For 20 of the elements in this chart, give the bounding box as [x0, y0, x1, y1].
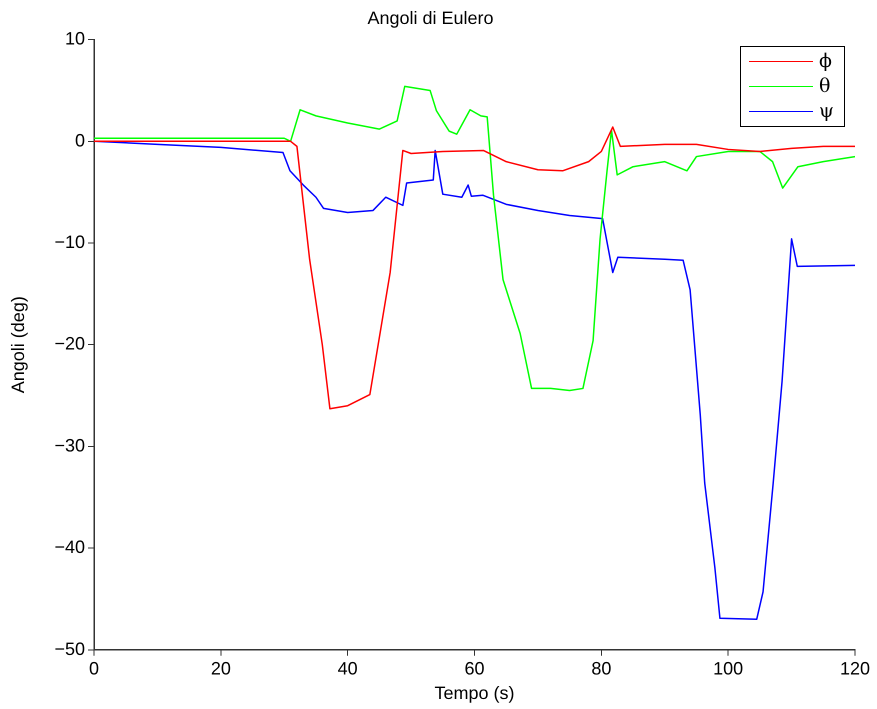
y-tick-label: −40 — [54, 537, 85, 558]
x-tick-label: 40 — [338, 658, 358, 679]
legend-label: θ — [819, 75, 830, 98]
y-tick-label: 10 — [64, 28, 85, 49]
chart-title: Angoli di Eulero — [367, 8, 494, 28]
x-tick-label: 120 — [840, 658, 870, 679]
x-tick-label: 20 — [210, 658, 231, 679]
x-axis-title: Tempo (s) — [434, 683, 515, 704]
y-tick-label: −10 — [54, 232, 85, 252]
x-tick-label: 100 — [713, 658, 744, 679]
y-tick-label: −30 — [54, 435, 85, 456]
y-tick-label: −20 — [54, 334, 85, 354]
x-tick-label: 60 — [464, 658, 485, 679]
y-tick-label: −50 — [54, 638, 85, 659]
y-tick-label: 0 — [74, 130, 85, 150]
legend-label: ψ — [819, 100, 834, 122]
legend-label: ϕ — [819, 50, 832, 72]
y-axis-title: Angoli (deg) — [8, 296, 28, 394]
x-tick-label: 80 — [591, 658, 612, 679]
x-tick-label: 0 — [88, 658, 100, 679]
